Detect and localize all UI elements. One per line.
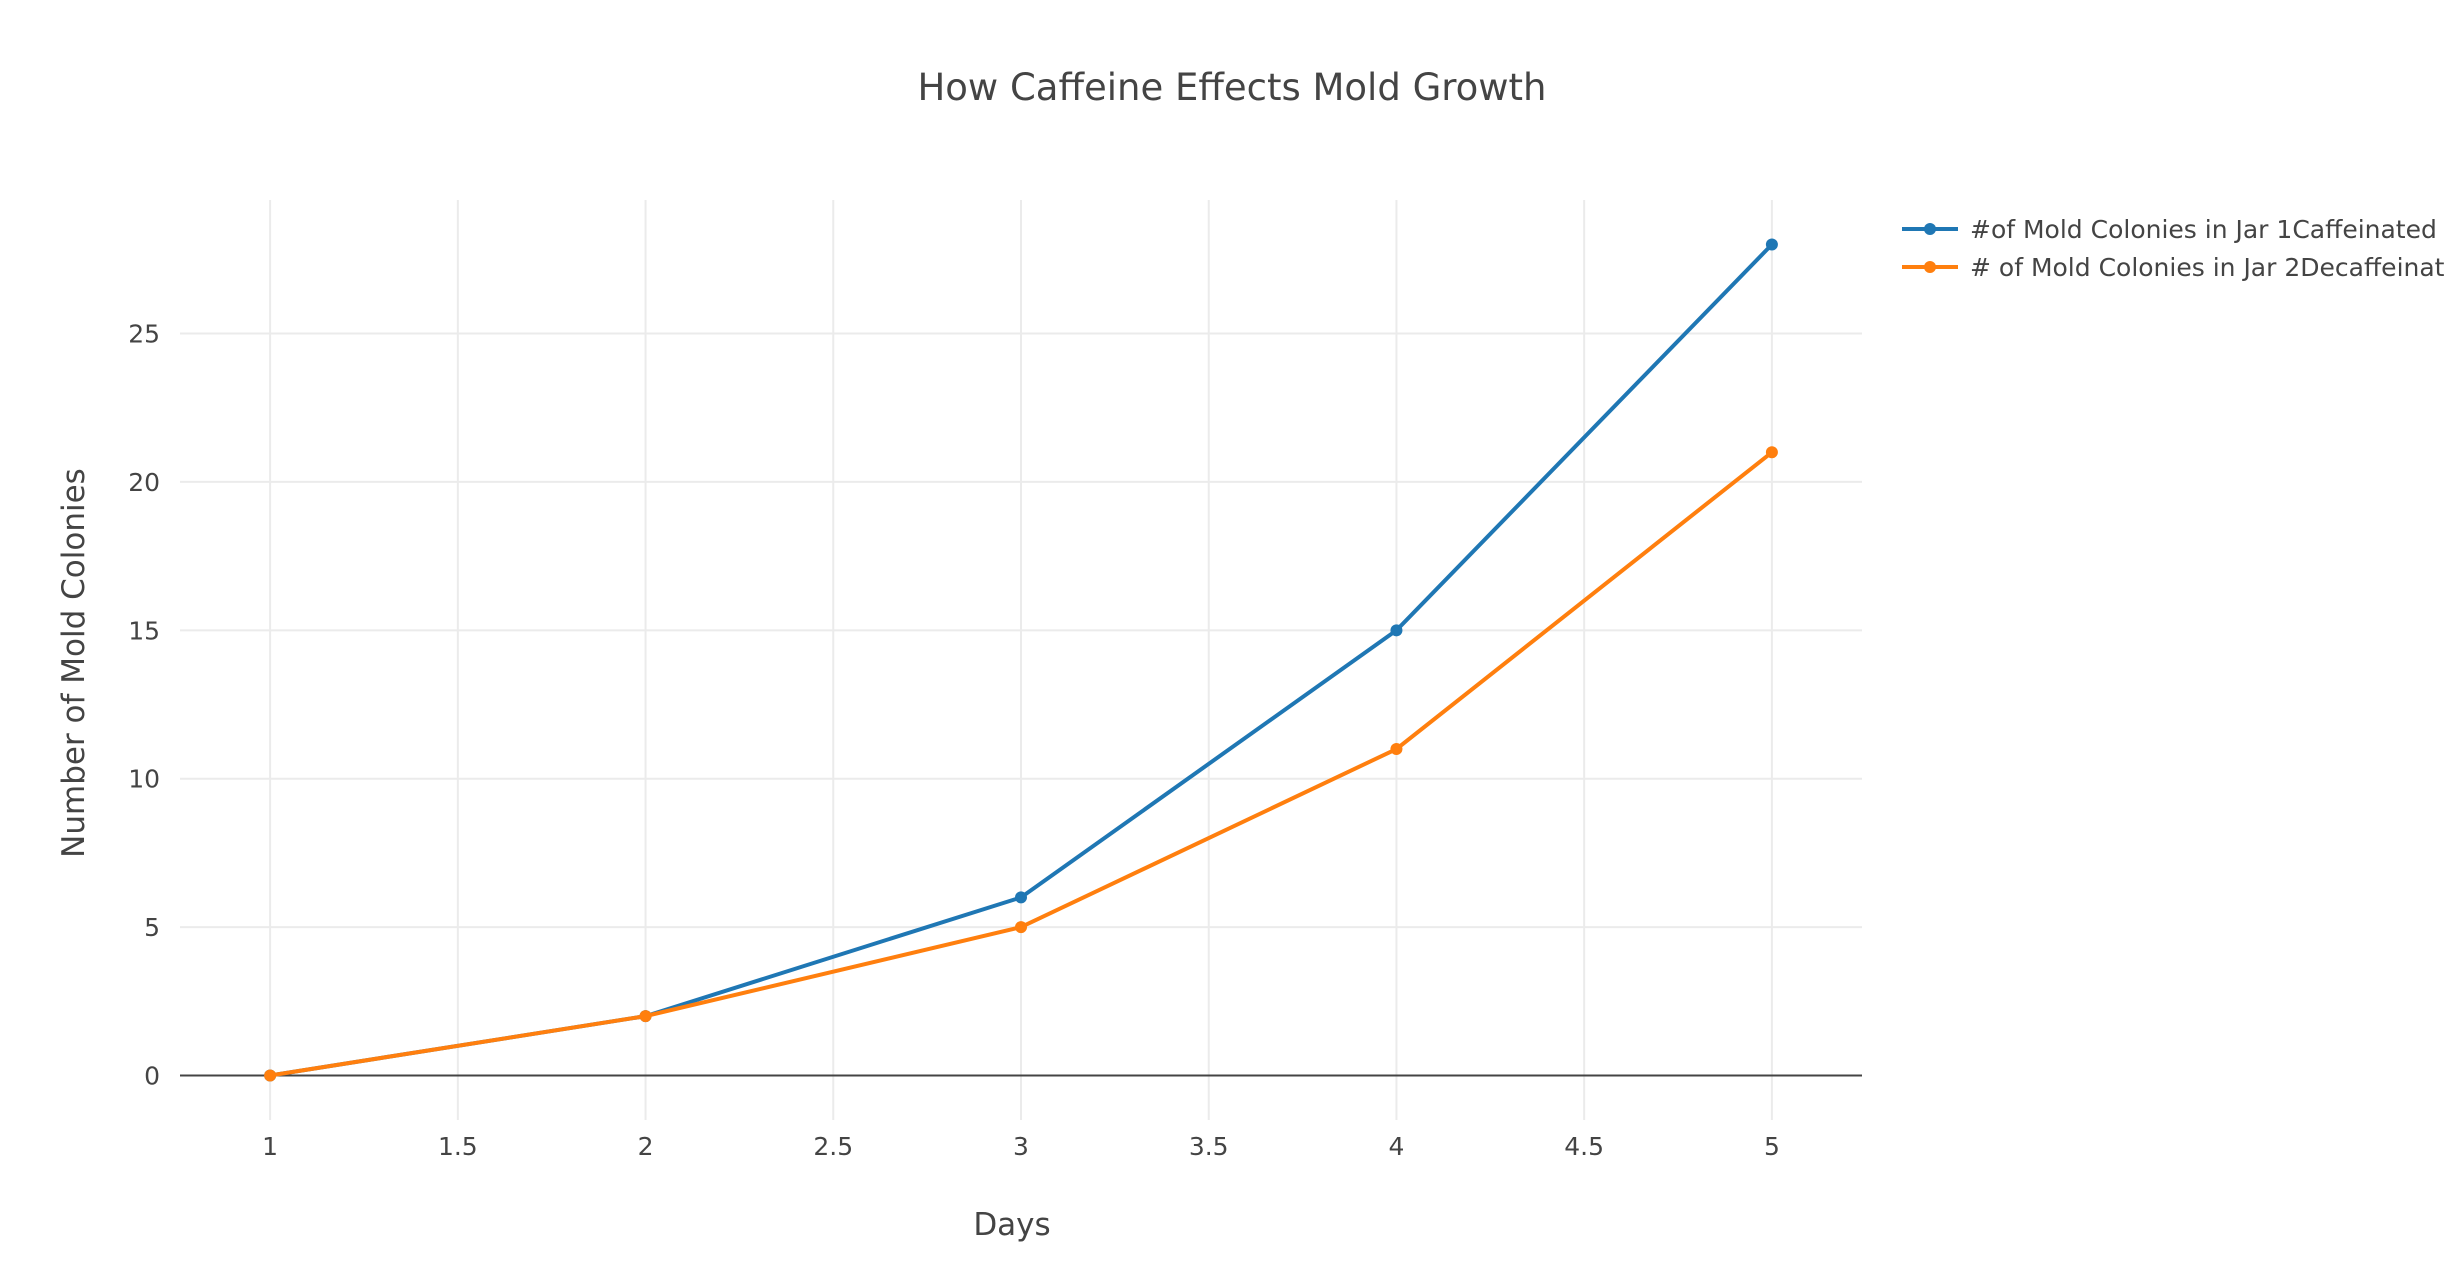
legend-label: # of Mold Colonies in Jar 2Decaffeinat [1970, 253, 2445, 282]
series-2 [264, 446, 1778, 1082]
data-point [1390, 743, 1403, 756]
x-tick-label: 4.5 [1564, 1132, 1604, 1161]
data-point [1765, 238, 1778, 251]
data-point [1390, 624, 1403, 637]
x-axis-title: Days [973, 1207, 1050, 1243]
data-point [639, 1010, 652, 1023]
x-axis-ticks: 1 1.5 2 2.5 3 3.5 4 4.5 5 [262, 1132, 1780, 1161]
chart-title: How Caffeine Effects Mold Growth [917, 66, 1546, 109]
legend-item: # of Mold Colonies in Jar 2Decaffeinat [1902, 253, 2445, 282]
y-tick-label: 25 [128, 320, 160, 349]
x-tick-label: 4 [1388, 1132, 1404, 1161]
grid [180, 200, 1862, 1120]
y-axis-ticks: 0 5 10 15 20 25 [128, 320, 160, 1091]
x-tick-label: 5 [1764, 1132, 1780, 1161]
y-tick-label: 20 [128, 468, 160, 497]
legend-item: #of Mold Colonies in Jar 1Caffeinated [1902, 215, 2437, 244]
data-point [1015, 891, 1027, 904]
data-point [1765, 446, 1778, 459]
y-tick-label: 10 [128, 765, 160, 794]
y-tick-label: 5 [144, 913, 160, 942]
legend-label: #of Mold Colonies in Jar 1Caffeinated [1970, 215, 2437, 244]
y-tick-label: 0 [144, 1061, 160, 1090]
x-tick-label: 1 [262, 1132, 278, 1161]
x-tick-label: 1.5 [438, 1132, 478, 1161]
legend: #of Mold Colonies in Jar 1Caffeinated # o… [1902, 215, 2445, 282]
data-point [264, 1069, 277, 1082]
x-tick-label: 2.5 [813, 1132, 853, 1161]
y-tick-label: 15 [128, 616, 160, 645]
y-axis-title: Number of Mold Colonies [56, 468, 92, 858]
x-tick-label: 3 [1013, 1132, 1029, 1161]
series-layer [264, 238, 1778, 1082]
data-point [1015, 921, 1027, 934]
x-tick-label: 3.5 [1189, 1132, 1229, 1161]
legend-swatch-marker [1924, 223, 1936, 235]
legend-swatch-marker [1924, 261, 1936, 273]
x-tick-label: 2 [638, 1132, 654, 1161]
